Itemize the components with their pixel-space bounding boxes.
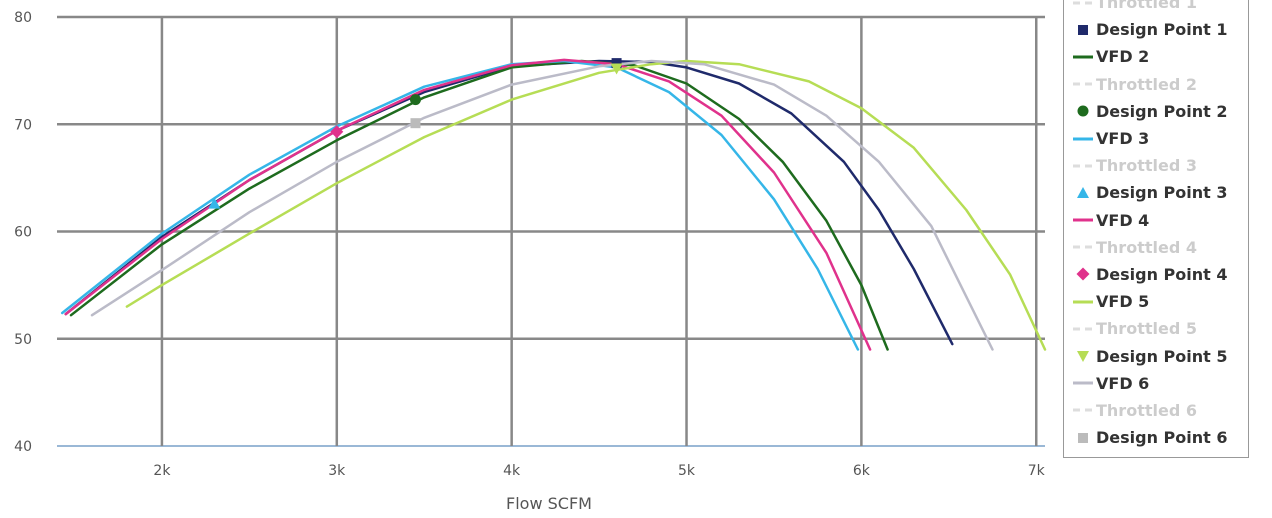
- legend-marker[interactable]: [1078, 432, 1088, 443]
- legend-symbol: [1072, 75, 1094, 93]
- data-point-design-point-3[interactable]: [208, 197, 221, 209]
- legend-item-vfd-6[interactable]: VFD 6: [1072, 370, 1248, 397]
- legend-label: Design Point 3: [1096, 183, 1228, 203]
- legend-item-design-point-5[interactable]: Design Point 5: [1072, 342, 1248, 369]
- x-tick-label: 2k: [153, 463, 171, 479]
- legend-item-throttled-5[interactable]: Throttled 5: [1072, 315, 1248, 342]
- legend-label: Throttled 2: [1096, 74, 1197, 94]
- legend-label: Throttled 1: [1096, 0, 1197, 13]
- x-tick-label: 4k: [503, 463, 521, 479]
- legend-item-vfd-5[interactable]: VFD 5: [1072, 288, 1248, 315]
- legend-symbol: [1072, 130, 1094, 148]
- grid: [57, 15, 1045, 447]
- legend-symbol: [1072, 184, 1094, 202]
- legend-label: VFD 6: [1096, 373, 1150, 393]
- legend-item-throttled-3[interactable]: Throttled 3: [1072, 152, 1248, 179]
- tick-labels: 40 50 60 70 80 2k 3k 4k 5k 6k 7k: [14, 10, 1045, 479]
- x-tick-label: 3k: [328, 463, 346, 479]
- legend-label: Design Point 6: [1096, 428, 1228, 448]
- legend-symbol: [1072, 374, 1094, 392]
- legend-symbol: [1072, 320, 1094, 338]
- legend-item-throttled-2[interactable]: Throttled 2: [1072, 71, 1248, 98]
- data-point-design-point-2[interactable]: [409, 94, 421, 106]
- legend-item-vfd-3[interactable]: VFD 3: [1072, 125, 1248, 152]
- legend-item-design-point-1[interactable]: Design Point 1: [1072, 16, 1248, 43]
- legend-item-throttled-4[interactable]: Throttled 4: [1072, 234, 1248, 261]
- legend-label: VFD 4: [1096, 210, 1150, 230]
- legend-label: Throttled 6: [1096, 400, 1197, 420]
- legend-marker[interactable]: [1077, 105, 1089, 117]
- series-points: [208, 58, 623, 209]
- legend-label: VFD 5: [1096, 292, 1150, 312]
- legend-symbol: [1072, 238, 1094, 256]
- x-tick-label: 6k: [853, 463, 871, 479]
- legend-label: VFD 2: [1096, 47, 1150, 67]
- legend-label: Design Point 4: [1096, 264, 1228, 284]
- series-lines: [60, 58, 1047, 351]
- legend-symbol: [1072, 211, 1094, 229]
- legend-item-vfd-2[interactable]: VFD 2: [1072, 43, 1248, 70]
- legend-label: Throttled 3: [1096, 156, 1197, 176]
- legend-marker[interactable]: [1078, 24, 1088, 35]
- legend-label: Throttled 4: [1096, 237, 1197, 257]
- legend-item-vfd-4[interactable]: VFD 4: [1072, 207, 1248, 234]
- series-line-vfd-6[interactable]: [90, 59, 994, 351]
- legend-symbol: [1072, 265, 1094, 283]
- legend-marker[interactable]: [1076, 267, 1090, 281]
- x-tick-label: 5k: [678, 463, 696, 479]
- x-axis-title: Flow SCFM: [506, 494, 592, 513]
- legend-symbol: [1072, 48, 1094, 66]
- legend-symbol: [1072, 293, 1094, 311]
- legend-symbol: [1072, 21, 1094, 39]
- legend-item-design-point-6[interactable]: Design Point 6: [1072, 424, 1248, 451]
- legend-symbol: [1072, 401, 1094, 419]
- x-tick-label: 7k: [1028, 463, 1046, 479]
- y-tick-label: 70: [14, 117, 32, 133]
- legend-label: Design Point 1: [1096, 20, 1228, 40]
- legend-marker[interactable]: [1077, 351, 1089, 363]
- series-line-vfd-1[interactable]: [64, 59, 954, 346]
- legend-label: Throttled 5: [1096, 319, 1197, 339]
- legend-label: Design Point 2: [1096, 101, 1228, 121]
- data-point-design-point-6[interactable]: [410, 118, 421, 129]
- legend-item-throttled-1[interactable]: Throttled 1: [1072, 0, 1248, 16]
- chart: 40 50 60 70 80 2k 3k 4k 5k 6k 7k Flow SCFM: [14, 10, 1047, 513]
- series-line-vfd-4[interactable]: [64, 58, 872, 351]
- legend[interactable]: Throttled 1 Design Point 1 VFD 2 Throttled …: [1063, 0, 1249, 458]
- data-point-design-point-4[interactable]: [330, 125, 344, 139]
- legend-label: VFD 3: [1096, 129, 1150, 149]
- legend-item-design-point-3[interactable]: Design Point 3: [1072, 179, 1248, 206]
- legend-item-throttled-6[interactable]: Throttled 6: [1072, 397, 1248, 424]
- y-tick-label: 50: [14, 332, 32, 348]
- y-tick-label: 80: [14, 10, 32, 26]
- legend-symbol: [1072, 0, 1094, 12]
- legend-symbol: [1072, 157, 1094, 175]
- legend-symbol: [1072, 347, 1094, 365]
- series-line-vfd-5[interactable]: [125, 59, 1047, 351]
- legend-label: Design Point 5: [1096, 346, 1228, 366]
- legend-item-design-point-2[interactable]: Design Point 2: [1072, 98, 1248, 125]
- y-tick-label: 60: [14, 225, 32, 241]
- legend-item-design-point-4[interactable]: Design Point 4: [1072, 261, 1248, 288]
- y-tick-label: 40: [14, 439, 32, 455]
- legend-symbol: [1072, 429, 1094, 447]
- legend-symbol: [1072, 102, 1094, 120]
- data-point-design-point-1[interactable]: [611, 58, 622, 69]
- data-point-design-point-5[interactable]: [610, 63, 623, 75]
- legend-marker[interactable]: [1077, 186, 1089, 198]
- series-line-vfd-2[interactable]: [69, 59, 889, 351]
